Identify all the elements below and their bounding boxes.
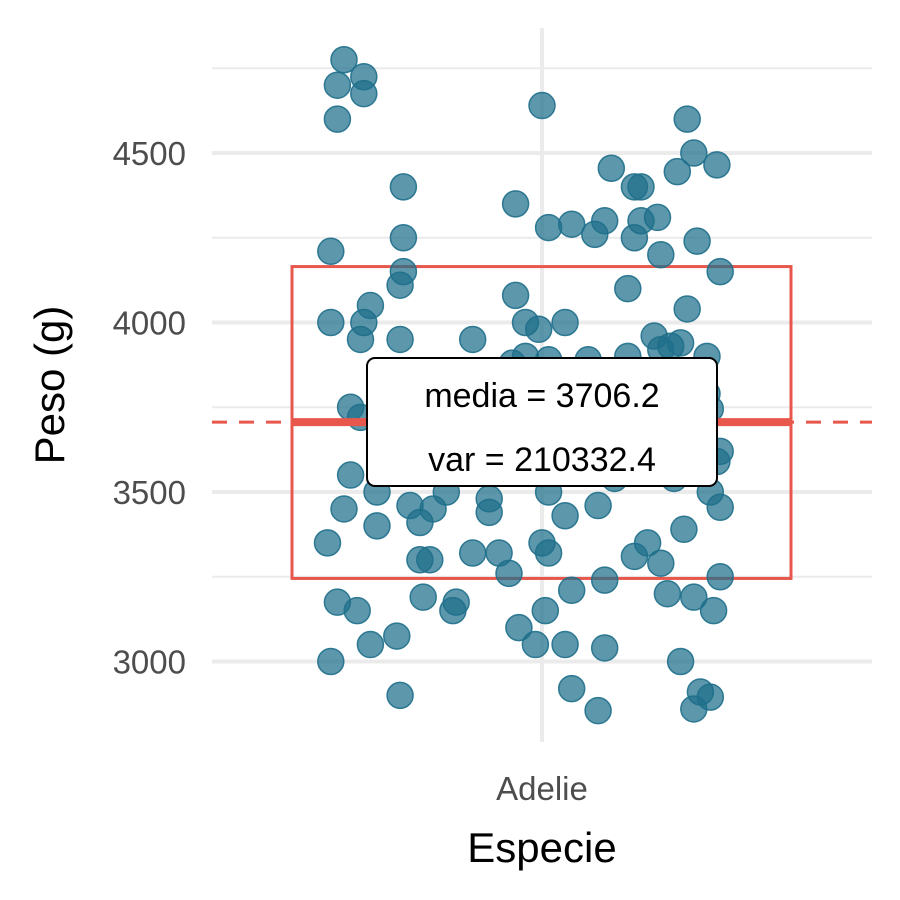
data-point	[419, 495, 447, 523]
data-point	[501, 190, 530, 218]
data-point	[336, 461, 365, 489]
data-point	[683, 227, 711, 255]
data-point	[495, 559, 523, 588]
data-point	[627, 173, 655, 201]
data-point	[439, 596, 467, 625]
data-point	[383, 622, 411, 650]
data-point	[317, 647, 345, 676]
data-point	[389, 224, 418, 252]
data-point	[386, 681, 414, 710]
data-point	[317, 237, 345, 266]
y-tick-labels: 3000 3500 4000 4500	[113, 135, 186, 681]
annotation-box	[366, 357, 718, 487]
data-point	[584, 696, 612, 725]
data-point	[521, 630, 550, 659]
data-point	[524, 315, 553, 344]
data-point	[343, 596, 371, 625]
data-point	[699, 596, 728, 625]
data-point	[534, 213, 563, 242]
x-tick-label: Adelie	[496, 770, 588, 807]
y-tick-label: 3000	[113, 644, 186, 681]
data-point	[633, 529, 662, 557]
data-point	[673, 295, 701, 323]
data-point	[590, 207, 619, 235]
data-point	[663, 157, 692, 186]
data-point	[475, 498, 503, 527]
data-point	[458, 325, 487, 354]
data-point	[557, 210, 586, 238]
data-point	[534, 539, 563, 567]
data-point	[317, 308, 345, 337]
data-point	[706, 257, 734, 286]
data-point	[590, 634, 619, 662]
data-point	[680, 583, 708, 611]
data-point	[389, 173, 418, 201]
data-point	[551, 630, 579, 659]
data-point	[666, 329, 695, 357]
data-point	[409, 583, 437, 611]
data-point	[647, 549, 675, 577]
data-point	[313, 529, 342, 557]
data-point	[706, 493, 734, 522]
data-point	[551, 501, 579, 530]
data-point	[330, 46, 358, 74]
data-point	[673, 105, 701, 133]
data-point	[680, 695, 708, 723]
data-point	[584, 491, 612, 520]
x-tick-labels: Adelie	[496, 770, 588, 807]
data-point	[647, 240, 675, 269]
data-point	[653, 579, 682, 608]
data-point	[350, 79, 378, 108]
data-point	[386, 271, 414, 299]
y-tick-label: 4500	[113, 135, 186, 172]
data-point	[614, 274, 642, 303]
data-point	[386, 325, 414, 354]
data-point	[346, 325, 375, 354]
data-point	[458, 539, 487, 567]
data-point	[666, 647, 695, 676]
data-point	[557, 576, 586, 605]
data-point	[528, 91, 556, 120]
data-point	[557, 674, 586, 703]
stats-annotation: media = 3706.2 var = 210332.4	[366, 357, 718, 487]
annotation-mean-text: media = 3706.2	[424, 377, 659, 415]
data-point	[670, 515, 698, 544]
data-point	[551, 308, 579, 337]
data-point	[363, 512, 391, 540]
data-point	[531, 596, 560, 625]
data-point	[416, 546, 444, 574]
data-point	[680, 139, 708, 167]
data-point	[706, 563, 734, 591]
data-point	[505, 613, 533, 642]
x-axis-title: Especie	[467, 824, 616, 871]
y-tick-label: 4000	[113, 305, 186, 342]
data-point	[323, 105, 352, 133]
y-tick-label: 3500	[113, 474, 186, 511]
y-axis-title: Peso (g)	[26, 306, 73, 465]
data-point	[643, 203, 672, 232]
data-point	[501, 281, 530, 310]
data-point	[703, 151, 731, 179]
data-point	[330, 495, 358, 523]
data-point	[356, 630, 385, 659]
data-point	[323, 71, 352, 99]
annotation-var-text: var = 210332.4	[428, 441, 656, 479]
data-point	[590, 566, 619, 594]
data-point	[620, 224, 649, 252]
data-point	[597, 154, 626, 183]
